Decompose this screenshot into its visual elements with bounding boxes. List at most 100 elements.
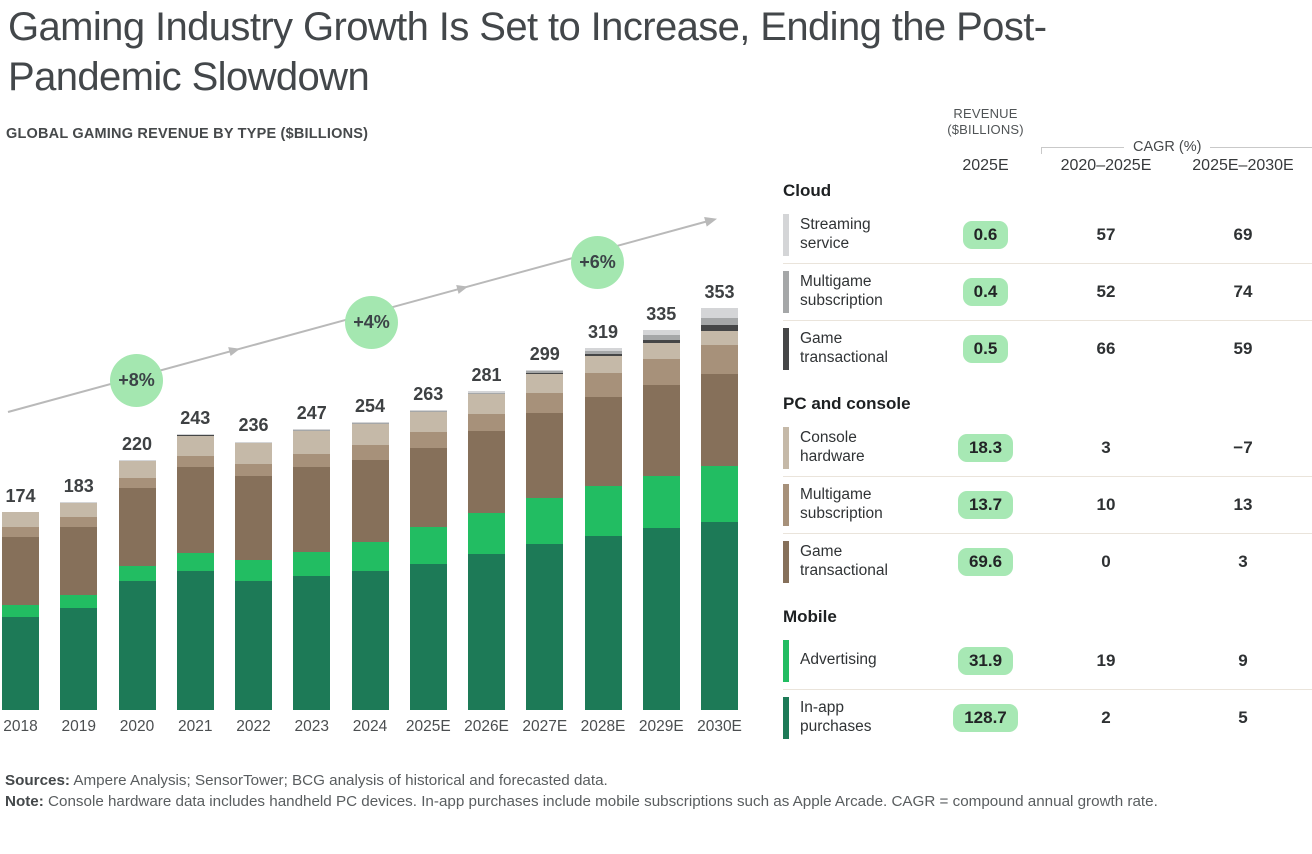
x-axis-label-2022: 2022 <box>236 718 271 735</box>
row-label: Advertising <box>800 651 877 669</box>
bar-total-label-2021: 243 <box>180 408 211 429</box>
x-axis-label-2026E: 2026E <box>464 718 509 735</box>
bar-segment-streaming-service-2030E <box>701 308 738 318</box>
x-axis-label-2023: 2023 <box>294 718 330 735</box>
page-title-line1: Gaming Industry Growth Is Set to Increas… <box>8 5 1047 49</box>
bar-segment-console-hardware-2024 <box>351 423 389 446</box>
sources-line: Sources: Ampere Analysis; SensorTower; B… <box>5 772 608 789</box>
bar-segment-streaming-service-2027E <box>526 369 564 372</box>
bar-segment-streaming-service-2026E <box>468 391 505 393</box>
row-label: Multigame subscription <box>800 486 883 522</box>
cagr-2020-2025-value: 10 <box>1096 495 1116 514</box>
bar-segment-game-transactional-cloud-2026E <box>468 393 505 395</box>
table-row: Game transactional 0.5 66 59 <box>783 320 1312 377</box>
bar-segment-multigame-subscription-pc-2030E <box>701 345 738 374</box>
table-section-cloud: Cloud Streaming service 0.6 57 69 Multigame s… <box>783 181 1312 377</box>
bar-segment-in-app-purchases-2022 <box>235 581 272 710</box>
bar-total-label-2024: 254 <box>354 396 386 416</box>
bar-segment-game-transactional-pc-2022 <box>235 475 272 560</box>
bar-segment-multigame-subscription-pc-2027E <box>526 392 564 413</box>
table-section-title: PC and console <box>783 394 911 413</box>
cagr-2025-2030-value: 13 <box>1233 495 1253 514</box>
cagr-2020-2025-value: 0 <box>1101 552 1111 571</box>
bar-segment-in-app-purchases-2023 <box>293 575 331 710</box>
legend-swatch-icon <box>783 541 789 583</box>
col-2025e-2030e: 2025E–2030E <box>1192 157 1294 174</box>
row-label: Streaming service <box>800 215 871 252</box>
cagr-2020-2025-value: 57 <box>1096 224 1116 244</box>
table-section-mobile: Mobile Advertising 31.9 19 9 In-app purchases… <box>783 607 1312 746</box>
bar-total-label-2023: 247 <box>296 403 327 424</box>
bar-segment-in-app-purchases-2030E <box>701 522 738 710</box>
growth-annotation-label: +4% <box>353 312 390 332</box>
growth-annotation-8pct: +8% <box>110 354 163 407</box>
table-row: Multigame subscription 0.4 52 74 <box>783 263 1312 320</box>
bar-segment-game-transactional-pc-2027E <box>526 413 564 499</box>
legend-swatch-icon <box>783 484 789 526</box>
bar-total-label-2019: 183 <box>63 476 94 497</box>
table-section-title: Cloud <box>783 181 832 200</box>
cagr-2020-2025-value: 52 <box>1096 282 1116 301</box>
bar-segment-game-transactional-cloud-2030E <box>701 325 738 331</box>
bar-segment-console-hardware-2018 <box>2 512 39 527</box>
bar-segment-game-transactional-pc-2029E <box>642 384 680 476</box>
bar-series-container: 174 2018 183 2019 220 2020 243 2021 236 2022 247 20… <box>0 150 762 764</box>
x-axis-label-2019: 2019 <box>61 718 97 735</box>
page-title-line2: Pandemic Slowdown <box>8 55 370 99</box>
bar-segment-advertising-2027E <box>526 498 564 544</box>
bar-segment-advertising-2030E <box>701 465 738 523</box>
bar-total-label-2022: 236 <box>238 415 269 436</box>
growth-annotation-label: +8% <box>118 370 155 390</box>
row-label: Game transactional <box>800 330 888 366</box>
bar-segment-in-app-purchases-2025E <box>409 563 447 710</box>
cagr-2020-2025-value: 2 <box>1101 708 1111 727</box>
bar-segment-multigame-subscription-pc-2021 <box>176 455 214 467</box>
cagr-2025-2030-value: 74 <box>1233 282 1253 301</box>
revenue-value-pill: 18.3 <box>957 433 1014 462</box>
bar-segment-console-hardware-2023 <box>293 430 331 454</box>
bar-segment-game-transactional-pc-2019 <box>60 526 98 596</box>
bar-segment-advertising-2023 <box>293 551 331 576</box>
bar-segment-multigame-subscription-cloud-2030E <box>701 317 738 325</box>
footnotes: Sources: Ampere Analysis; SensorTower; B… <box>5 770 1309 812</box>
revenue-value-pill: 69.6 <box>957 548 1014 576</box>
bar-segment-multigame-subscription-pc-2024 <box>351 445 389 460</box>
bar-segment-advertising-2022 <box>235 559 272 582</box>
bar-segment-console-hardware-2029E <box>642 343 680 359</box>
legend-swatch-icon <box>783 697 789 739</box>
table-row: Advertising 31.9 19 9 <box>783 632 1312 689</box>
bar-segment-advertising-2018 <box>2 605 39 617</box>
bar-total-label-2027E: 299 <box>529 343 560 364</box>
cagr-2020-2025-value: 66 <box>1096 339 1116 358</box>
table-section-pc-and-console: PC and console Console hardware 18.3 3 −7 Mul… <box>783 394 1312 590</box>
bar-segment-advertising-2024 <box>351 541 389 572</box>
revenue-value-pill: 0.6 <box>962 220 1009 249</box>
chart-subtitle: GLOBAL GAMING REVENUE BY TYPE ($BILLIONS… <box>6 126 369 142</box>
bar-total-label-2025E: 263 <box>413 383 444 404</box>
bar-segment-multigame-subscription-cloud-2027E <box>526 371 564 373</box>
bar-segment-game-transactional-pc-2025E <box>409 448 447 528</box>
bar-segment-console-hardware-2025E <box>409 411 447 433</box>
growth-annotation-6pct: +6% <box>571 236 624 289</box>
x-axis-label-2027E: 2027E <box>522 718 568 735</box>
summary-table-header: REVENUE ($BILLIONS) CAGR (%) 2025E 2020–… <box>783 103 1312 179</box>
cagr-2025-2030-value: 3 <box>1238 552 1248 571</box>
bar-segment-multigame-subscription-pc-2023 <box>293 454 331 467</box>
col-2025e: 2025E <box>962 157 1009 174</box>
bar-segment-multigame-subscription-pc-2022 <box>235 464 272 476</box>
table-row: Streaming service 0.6 57 69 <box>783 206 1312 263</box>
legend-swatch-icon <box>783 271 789 313</box>
x-axis-label-2020: 2020 <box>119 718 155 735</box>
growth-annotation-label: +6% <box>579 252 616 272</box>
bar-total-label-2018: 174 <box>5 486 36 506</box>
bar-segment-console-hardware-2020 <box>118 459 156 478</box>
cagr-2020-2025-value: 3 <box>1101 437 1111 457</box>
revenue-value-pill: 0.5 <box>962 335 1009 363</box>
bar-segment-console-hardware-2022 <box>235 442 272 465</box>
bar-total-label-2020: 220 <box>121 433 153 454</box>
bar-segment-advertising-2020 <box>118 566 156 582</box>
bar-segment-console-hardware-2019 <box>60 502 98 518</box>
bar-segment-multigame-subscription-pc-2026E <box>468 413 505 432</box>
summary-table: REVENUE ($BILLIONS) CAGR (%) 2025E 2020–… <box>783 103 1312 746</box>
bar-segment-multigame-subscription-pc-2020 <box>118 477 156 488</box>
